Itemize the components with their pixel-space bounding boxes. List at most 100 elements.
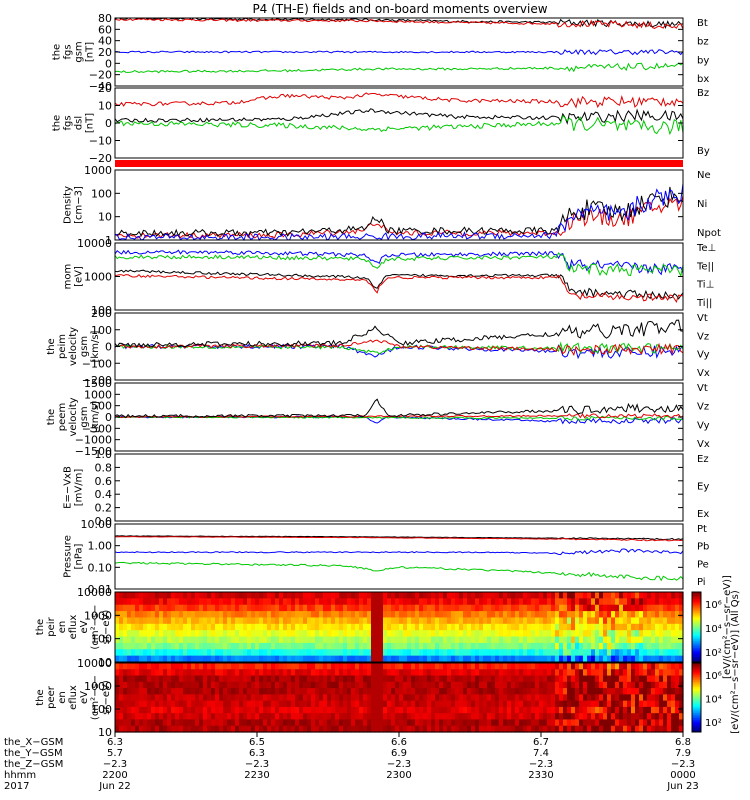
heatmap-cell — [615, 598, 620, 606]
heatmap-cell — [159, 623, 164, 631]
heatmap-cell — [491, 642, 496, 650]
heatmap-cell — [523, 694, 528, 702]
heatmap-cell — [239, 706, 244, 714]
heatmap-cell — [159, 725, 164, 733]
y-label-line: [mV/m] — [74, 469, 85, 507]
heatmap-cell — [675, 669, 680, 677]
heatmap-cell — [239, 611, 244, 619]
heatmap-cell — [471, 655, 476, 663]
heatmap-cell — [523, 623, 528, 631]
y-tick-label: 10 — [98, 211, 112, 224]
heatmap-cell — [419, 719, 424, 727]
heatmap-cell — [611, 655, 616, 663]
heatmap-cell — [175, 630, 180, 638]
heatmap-cell — [487, 700, 492, 708]
heatmap-cell — [527, 655, 532, 663]
heatmap-cell — [531, 617, 536, 625]
colorbar-swatch — [692, 634, 701, 637]
heatmap-cell — [535, 655, 540, 663]
heatmap-cell — [639, 700, 644, 708]
heatmap-cell — [183, 694, 188, 702]
heatmap-cell — [635, 636, 640, 644]
heatmap-cell — [535, 688, 540, 695]
heatmap-cell — [291, 669, 296, 677]
heatmap-cell — [203, 725, 208, 733]
heatmap-cell — [587, 623, 592, 631]
heatmap-cell — [643, 719, 648, 727]
heatmap-cell — [539, 688, 544, 695]
heatmap-cell — [467, 611, 472, 619]
heatmap-cell — [507, 719, 512, 727]
heatmap-cell — [159, 713, 164, 721]
heatmap-cell — [143, 719, 148, 727]
heatmap-cell — [611, 706, 616, 714]
heatmap-cell — [155, 675, 160, 683]
heatmap-cell — [383, 649, 388, 657]
heatmap-cell — [419, 617, 424, 625]
heatmap-cell — [639, 649, 644, 657]
heatmap-cell — [567, 604, 572, 612]
heatmap-cell — [579, 598, 584, 606]
heatmap-cell — [643, 669, 648, 677]
heatmap-cell — [347, 663, 352, 670]
heatmap-cell — [167, 713, 172, 721]
heatmap-cell — [247, 611, 252, 619]
y-label-line: peim — [57, 334, 68, 359]
heatmap-cell — [427, 598, 432, 606]
heatmap-cell — [235, 694, 240, 702]
heatmap-cell — [643, 611, 648, 619]
heatmap-cell — [287, 655, 292, 663]
heatmap-cell — [627, 604, 632, 612]
heatmap-cell — [431, 598, 436, 606]
colorbar-swatch — [692, 680, 701, 683]
y-axis-label: Pressure[nPa] — [63, 535, 85, 578]
heatmap-cell — [583, 636, 588, 644]
heatmap-cell — [563, 681, 568, 689]
heatmap-cell — [467, 681, 472, 689]
heatmap-cell — [347, 630, 352, 638]
heatmap-cell — [423, 592, 428, 599]
heatmap-cell — [135, 700, 140, 708]
series-Vz — [114, 339, 684, 356]
heatmap-cell — [555, 675, 560, 683]
colorbar-swatch — [692, 618, 701, 621]
heatmap-cell — [143, 630, 148, 638]
y-axis-label: thepeimvelocitygsm[km/s] — [46, 327, 101, 366]
heatmap-cell — [371, 663, 376, 670]
heatmap-cell — [235, 649, 240, 657]
heatmap-cell — [463, 636, 468, 644]
heatmap-cell — [187, 713, 192, 721]
heatmap-cell — [219, 725, 224, 733]
heatmap-cell — [163, 681, 168, 689]
heatmap-cell — [339, 604, 344, 612]
heatmap-cell — [403, 604, 408, 612]
heatmap-cell — [287, 719, 292, 727]
heatmap-cell — [495, 630, 500, 638]
heatmap-cell — [503, 642, 508, 650]
heatmap-cell — [643, 663, 648, 670]
heatmap-cell — [291, 649, 296, 657]
heatmap-cell — [459, 623, 464, 631]
heatmap-cell — [275, 725, 280, 733]
heatmap-cell — [355, 663, 360, 670]
heatmap-cell — [483, 642, 488, 650]
heatmap-cell — [263, 700, 268, 708]
heatmap-cell — [587, 713, 592, 721]
heatmap-cell — [247, 598, 252, 606]
heatmap-cell — [395, 604, 400, 612]
heatmap-cell — [515, 611, 520, 619]
heatmap-cell — [115, 669, 120, 677]
heatmap-cell — [275, 604, 280, 612]
heatmap-cell — [655, 649, 660, 657]
x-tick-label: 2300 — [386, 770, 411, 781]
heatmap-cell — [427, 681, 432, 689]
heatmap-cell — [319, 675, 324, 683]
x-tick-label: 7.4 — [533, 748, 549, 759]
heatmap-cell — [347, 636, 352, 644]
heatmap-cell — [347, 642, 352, 650]
heatmap-cell — [275, 681, 280, 689]
heatmap-cell — [195, 669, 200, 677]
heatmap-cell — [451, 636, 456, 644]
heatmap-cell — [215, 663, 220, 670]
heatmap-cell — [371, 675, 376, 683]
